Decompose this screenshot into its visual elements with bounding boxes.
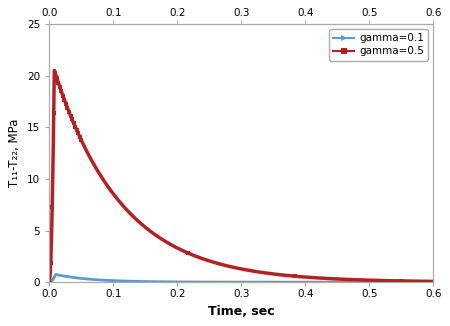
Legend: gamma=0.1, gamma=0.5: gamma=0.1, gamma=0.5 bbox=[329, 29, 428, 61]
Y-axis label: T₁₁-T₂₂, MPa: T₁₁-T₂₂, MPa bbox=[9, 119, 21, 187]
X-axis label: Time, sec: Time, sec bbox=[208, 305, 274, 318]
